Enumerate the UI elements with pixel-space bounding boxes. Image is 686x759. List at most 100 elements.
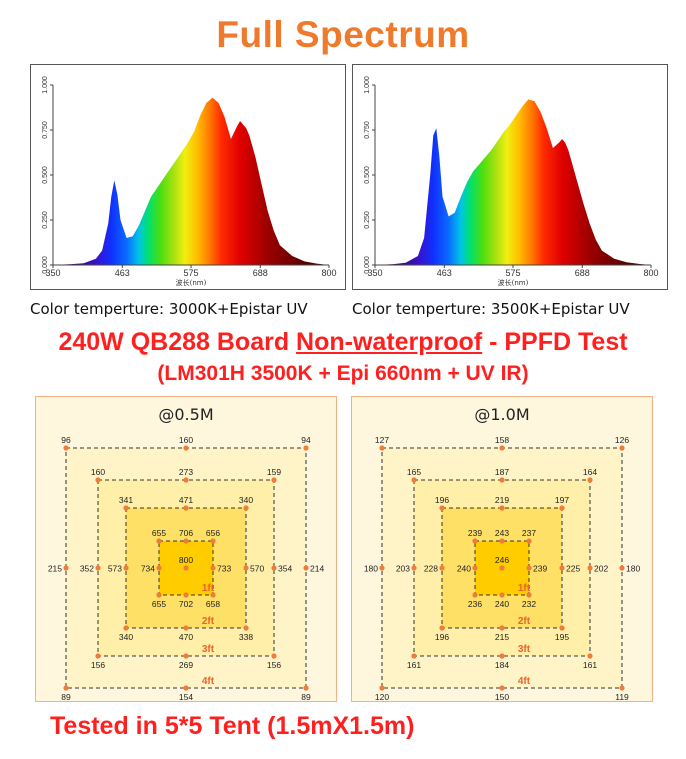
spectrum-area [53,97,329,265]
spectrum-caption-3000k: Color temperture: 3000K+Epistar UV [30,300,308,318]
spectrum-chart-3000k: 0.000 0.250 0.500 0.750 1.000 350 463 575 688 800… [30,64,346,290]
measurement-point [123,625,129,631]
x-tick-label: 688 [253,268,268,278]
measurement-point [411,565,417,571]
measurement-point [559,565,565,571]
measurement-point [271,565,277,571]
ppfd-value: 214 [310,564,324,574]
measurement-point [183,445,189,451]
y-tick-label: 0.000 [42,256,49,274]
headline-part-2: - PPFD Test [482,328,628,356]
ring-label: 1ft [202,583,215,594]
x-tick-label: 575 [183,268,198,278]
measurement-point [619,565,625,571]
measurement-point [210,538,216,544]
measurement-point [379,445,385,451]
ppfd-value: 165 [407,467,421,477]
ring-label: 4ft [202,676,215,687]
measurement-point [499,538,505,544]
measurement-point [619,685,625,691]
ppfd-value: 470 [179,632,193,642]
ppfd-value: 156 [267,660,281,670]
ppfd-map-svg: 1ft 655 706 656 734 800 733 655 702 658 2ft 341 471 3… [48,435,325,701]
ppfd-value: 240 [495,599,509,609]
ppfd-value: 94 [301,435,311,445]
ppfd-value: 273 [179,467,193,477]
x-axis-label: 波长(nm) [498,278,529,287]
ring-label: 1ft [518,583,531,594]
ppfd-value: 352 [80,564,94,574]
ppfd-value: 156 [91,660,105,670]
measurement-point [243,505,249,511]
ppfd-value: 734 [141,564,155,574]
measurement-point [379,685,385,691]
tent-size-footer: Tested in 5*5 Tent (1.5mX1.5m) [50,712,415,740]
ppfd-value: 180 [364,564,378,574]
y-tick-label: 0.250 [364,211,371,229]
ppfd-value: 202 [594,564,608,574]
ppfd-value: 240 [457,564,471,574]
ppfd-value: 160 [179,435,193,445]
measurement-point [587,565,593,571]
ppfd-value: 150 [495,692,509,701]
y-tick-label: 0.750 [42,121,49,139]
y-tick-label: 0.500 [42,166,49,184]
ring-label: 2ft [202,616,215,627]
ppfd-value: 158 [495,435,509,445]
x-tick-label: 575 [505,268,520,278]
ppfd-value: 225 [566,564,580,574]
ring-label: 4ft [518,676,531,687]
measurement-point [526,538,532,544]
spectrum-area [375,99,651,266]
y-tick-label: 1.000 [364,76,371,94]
measurement-point [123,505,129,511]
spectrum-chart-svg: 0.000 0.250 0.500 0.750 1.000 350 463 575 688 800… [364,76,659,287]
ppfd-value: 120 [375,692,389,701]
ppfd-value: 269 [179,660,193,670]
ppfd-map-1-0m: 1ft 239 243 237 240 246 239 236 240 232 2ft 196 219 1… [351,396,653,702]
ppfd-value: 184 [495,660,509,670]
y-tick-label: 0.000 [364,256,371,274]
spectrum-chart-3500k: 0.000 0.250 0.500 0.750 1.000 350 463 575 688 800… [352,64,668,290]
measurement-point [156,538,162,544]
measurement-point [439,625,445,631]
ppfd-value: 338 [239,632,253,642]
ppfd-value: 127 [375,435,389,445]
measurement-point [526,565,532,571]
ppfd-value: 215 [495,632,509,642]
measurement-point [619,445,625,451]
measurement-point [411,477,417,483]
measurement-point [183,625,189,631]
measurement-point [439,565,445,571]
ppfd-value: 246 [495,555,509,565]
measurement-point [499,445,505,451]
ppfd-map-0-5m: 1ft 655 706 656 734 800 733 655 702 658 2ft 341 471 3… [35,396,337,702]
ppfd-value: 239 [468,528,482,538]
measurement-point [499,685,505,691]
ppfd-value: 196 [435,495,449,505]
spectrum-chart-svg: 0.000 0.250 0.500 0.750 1.000 350 463 575 688 800… [42,76,337,287]
measurement-point [243,625,249,631]
measurement-point [439,505,445,511]
x-tick-label: 463 [115,268,130,278]
measurement-point [271,477,277,483]
ppfd-value: 180 [626,564,640,574]
x-axis-label: 波长(nm) [176,278,207,287]
ppfd-value: 219 [495,495,509,505]
measurement-point [472,565,478,571]
ppfd-value: 196 [435,632,449,642]
x-tick-label: 463 [437,268,452,278]
ppfd-value: 228 [424,564,438,574]
ppfd-value: 126 [615,435,629,445]
measurement-point [183,538,189,544]
y-tick-label: 0.250 [42,211,49,229]
measurement-point [271,653,277,659]
measurement-point [183,653,189,659]
ppfd-value: 154 [179,692,193,701]
y-tick-label: 0.750 [364,121,371,139]
spectrum-caption-3500k: Color temperture: 3500K+Epistar UV [352,300,630,318]
measurement-point [499,477,505,483]
measurement-point [95,653,101,659]
ppfd-value: 341 [119,495,133,505]
